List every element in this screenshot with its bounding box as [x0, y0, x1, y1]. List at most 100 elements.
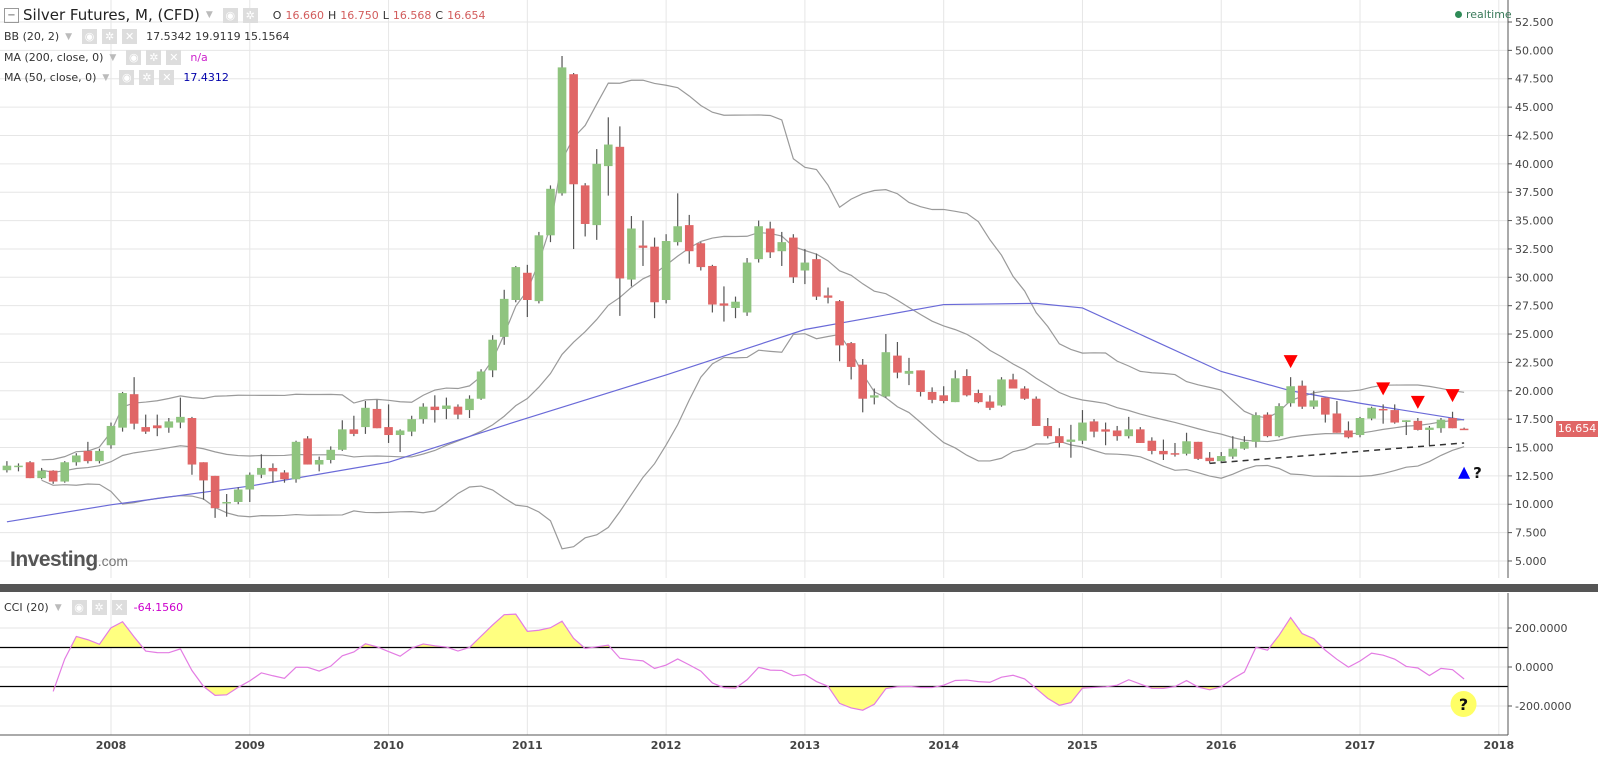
candle-body [349, 429, 359, 434]
logo-main: Investing [10, 548, 98, 571]
y-tick-label: 45.000 [1515, 101, 1554, 114]
ma50-line [6, 302, 1465, 523]
candle-body [800, 262, 810, 271]
down-arrow-marker-icon [1445, 389, 1460, 403]
eye-icon[interactable]: ◉ [71, 600, 87, 615]
candle-body [731, 301, 740, 308]
candle-body [650, 246, 659, 303]
cci-tick-label: 200.0000 [1515, 622, 1568, 635]
candle-body [1020, 388, 1029, 399]
y-tick-label: 42.500 [1515, 129, 1554, 142]
candle-body [1112, 430, 1122, 437]
gear-icon[interactable]: ✲ [242, 7, 258, 23]
high-label: H [327, 8, 337, 22]
gear-icon[interactable]: ✲ [146, 50, 162, 65]
caret-down-icon[interactable]: ▼ [65, 31, 73, 42]
candle-body [83, 450, 93, 462]
dashed-trendline [1209, 442, 1465, 465]
trendline [1209, 442, 1465, 465]
gear-icon[interactable]: ✲ [91, 600, 107, 615]
time-axis[interactable]: 2008 2009 2010 2011 2012 2013 2014 2015 2016 2017… [0, 593, 1514, 752]
up-arrow-marker-icon [1458, 466, 1471, 479]
candle-body [511, 267, 521, 301]
bb-upper-line [41, 79, 1465, 461]
ma50-value: 17.4312 [183, 71, 229, 84]
candle-body [835, 301, 844, 346]
question-bubble-icon [1450, 691, 1477, 718]
candle-body [418, 406, 428, 420]
candle-body [1216, 456, 1226, 462]
down-arrow-marker-icon [1410, 395, 1425, 409]
candle-body [118, 393, 127, 428]
candle-body [708, 265, 717, 305]
cci-tick-label: 0.0000 [1515, 661, 1554, 674]
candle-body [534, 235, 544, 302]
cci-pane: 200.0000 0.0000 -200.0000? [0, 613, 1571, 718]
candle-body [210, 475, 220, 509]
gear-icon[interactable]: ✲ [139, 70, 155, 85]
candle-body [95, 450, 104, 462]
minus-square-icon[interactable]: − [4, 7, 19, 23]
y-tick-label: 52.500 [1515, 16, 1554, 29]
candle-body [1147, 440, 1157, 451]
markers: ? [1283, 355, 1482, 482]
eye-icon[interactable]: ◉ [126, 50, 142, 65]
candle-body [106, 425, 116, 446]
eye-icon[interactable]: ◉ [119, 70, 135, 85]
candle-body [268, 467, 278, 472]
candle-body [152, 425, 162, 429]
ma50-label: MA (50, close, 0) [4, 71, 97, 84]
candle-body [465, 398, 474, 411]
caret-down-icon[interactable]: ▼ [109, 52, 117, 63]
candle-body [1251, 415, 1261, 442]
candle-body [696, 243, 706, 268]
eye-icon[interactable]: ◉ [222, 7, 238, 23]
candle-body [1309, 400, 1319, 407]
close-icon[interactable]: ✕ [166, 50, 182, 65]
realtime-label: realtime [1466, 8, 1512, 21]
close-icon[interactable]: ✕ [159, 70, 175, 85]
x-tick-label: 2018 [1483, 739, 1514, 752]
x-tick-label: 2011 [512, 739, 543, 752]
close-icon[interactable]: ✕ [122, 29, 138, 44]
y-tick-label: 30.000 [1515, 271, 1554, 284]
x-tick-label: 2010 [373, 739, 404, 752]
price-axis[interactable]: 52.500 50.000 47.500 45.000 42.500 40.000 37.5… [1507, 0, 1554, 578]
high-value: 16.750 [340, 8, 379, 22]
candle-body [523, 272, 532, 301]
caret-down-icon[interactable]: ▼ [102, 72, 110, 83]
candle-body [1228, 448, 1238, 457]
candle-body [950, 378, 960, 403]
candle-body [939, 395, 948, 401]
down-arrow-marker-icon [1283, 355, 1298, 369]
candle-body [985, 401, 995, 408]
eye-icon[interactable]: ◉ [82, 29, 98, 44]
bb-legend: BB (20, 2) ▼ ◉ ✲ ✕ 17.5342 19.9119 15.1564 [4, 29, 290, 44]
candle-body [916, 370, 925, 392]
y-tick-label: 7.500 [1515, 527, 1547, 540]
candle-body [442, 405, 451, 409]
gear-icon[interactable]: ✲ [102, 29, 118, 44]
pane-separator[interactable] [0, 584, 1598, 592]
candle-body [1459, 428, 1469, 431]
close-icon[interactable]: ✕ [111, 600, 127, 615]
open-value: 16.660 [285, 8, 324, 22]
y-tick-label: 47.500 [1515, 73, 1554, 86]
candle-body [1193, 441, 1203, 459]
question-bubble-label: ? [1459, 695, 1468, 714]
candle-body [37, 470, 46, 479]
candle-body [187, 418, 197, 465]
candle-body [233, 489, 243, 502]
candle-body [823, 295, 833, 298]
candle-body [1332, 413, 1342, 433]
candle-body [1135, 429, 1145, 443]
candle-body [141, 427, 150, 432]
candle-body [603, 144, 613, 167]
candle-body [222, 501, 231, 504]
candle-body [499, 298, 509, 337]
caret-down-icon[interactable]: ▼ [54, 602, 62, 613]
candle-body [72, 455, 81, 463]
candle-body [1448, 418, 1457, 429]
caret-down-icon[interactable]: ▼ [205, 10, 213, 20]
